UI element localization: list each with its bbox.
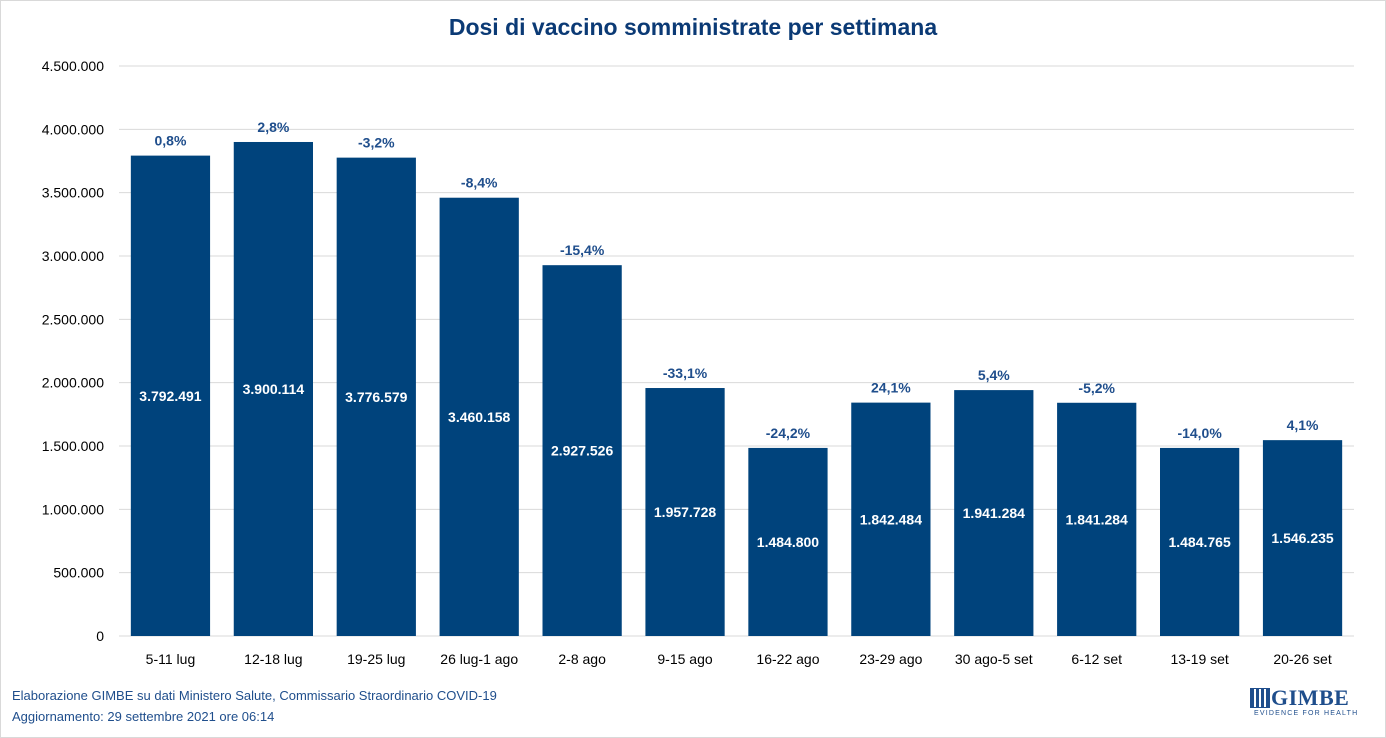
x-tick-label: 23-29 ago [859, 651, 922, 667]
y-tick-label: 2.000.000 [42, 375, 104, 391]
y-tick-label: 0 [96, 628, 104, 644]
gridlines [119, 65, 1354, 637]
x-tick-label: 26 lug-1 ago [440, 651, 518, 667]
bar-value-label: 1.842.484 [860, 511, 922, 527]
bar-value-label: 3.792.491 [139, 388, 201, 404]
percent-change-label: 5,4% [978, 367, 1010, 383]
y-tick-label: 1.000.000 [42, 501, 104, 517]
bar-value-label: 1.941.284 [963, 505, 1025, 521]
x-tick-label: 16-22 ago [756, 651, 819, 667]
y-tick-label: 2.500.000 [42, 311, 104, 327]
bar [1262, 440, 1343, 636]
bar [851, 402, 931, 636]
y-tick-label: 3.000.000 [42, 248, 104, 264]
gimbe-logo-icon [1250, 688, 1270, 708]
chart-title: Dosi di vaccino somministrate per settim… [448, 14, 938, 40]
x-tick-label: 20-26 set [1273, 651, 1331, 667]
x-axis-ticks: 5-11 lug 12-18 lug 19-25 lug 26 lug-1 ago 2-… [146, 651, 1332, 667]
x-tick-label: 9-15 ago [657, 651, 712, 667]
x-tick-label: 2-8 ago [558, 651, 606, 667]
percent-change-label: -8,4% [461, 175, 498, 191]
bar [1160, 447, 1240, 636]
y-tick-label: 1.500.000 [42, 438, 104, 454]
y-tick-label: 4.500.000 [42, 58, 104, 74]
percent-change-label: -24,2% [766, 425, 811, 441]
x-tick-label: 6-12 set [1071, 651, 1122, 667]
bar-value-label: 1.484.765 [1168, 534, 1230, 550]
source-note: Elaborazione GIMBE su dati Ministero Sal… [12, 688, 497, 703]
bar-value-label: 1.546.235 [1271, 530, 1333, 546]
percent-change-label: -5,2% [1078, 380, 1115, 396]
percent-change-label: -14,0% [1177, 425, 1222, 441]
bar-value-label: 1.841.284 [1066, 511, 1128, 527]
y-tick-label: 500.000 [53, 565, 104, 581]
percent-change-label: -15,4% [560, 242, 605, 258]
logo-tagline: EVIDENCE FOR HEALTH [1254, 710, 1359, 717]
update-note: Aggiornamento: 29 settembre 2021 ore 06:… [12, 709, 275, 724]
data-labels: 0,8% 3.792.491 2,8% 3.900.114 -3,2% 3.776.579… [139, 119, 1334, 550]
bar [542, 265, 622, 636]
x-tick-label: 12-18 lug [244, 651, 302, 667]
bar-chart: 0 500.000 1.000.000 1.500.000 2.000.000 2.500… [42, 58, 1354, 667]
x-tick-label: 13-19 set [1170, 651, 1228, 667]
x-tick-label: 19-25 lug [347, 651, 405, 667]
y-axis-ticks: 0 500.000 1.000.000 1.500.000 2.000.000 2.500… [42, 58, 105, 644]
y-tick-label: 4.000.000 [42, 121, 104, 137]
y-tick-label: 3.500.000 [42, 185, 104, 201]
bar-value-label: 3.776.579 [345, 389, 407, 405]
bar [130, 155, 211, 637]
x-tick-label: 30 ago-5 set [955, 651, 1033, 667]
bar-value-label: 3.900.114 [243, 381, 305, 397]
bar-value-label: 1.957.728 [654, 504, 716, 520]
percent-change-label: 4,1% [1287, 417, 1319, 433]
bar-value-label: 2.927.526 [551, 443, 613, 459]
bars [130, 141, 1343, 637]
percent-change-label: 0,8% [154, 133, 186, 149]
x-tick-label: 5-11 lug [146, 651, 196, 667]
bar [954, 390, 1034, 636]
gimbe-logo: GIMBE EVIDENCE FOR HEALTH [1250, 685, 1362, 722]
percent-change-label: -3,2% [358, 135, 395, 151]
percent-change-label: 2,8% [257, 119, 289, 135]
bar [1057, 402, 1137, 636]
logo-wordmark: GIMBE [1271, 685, 1350, 710]
percent-change-label: 24,1% [871, 380, 911, 396]
bar-value-label: 3.460.158 [448, 409, 510, 425]
bar [336, 157, 416, 636]
bar [645, 388, 725, 636]
bar [748, 447, 828, 636]
bar [233, 141, 313, 636]
bar-value-label: 1.484.800 [757, 534, 819, 550]
percent-change-label: -33,1% [663, 365, 708, 381]
bar [439, 197, 519, 636]
